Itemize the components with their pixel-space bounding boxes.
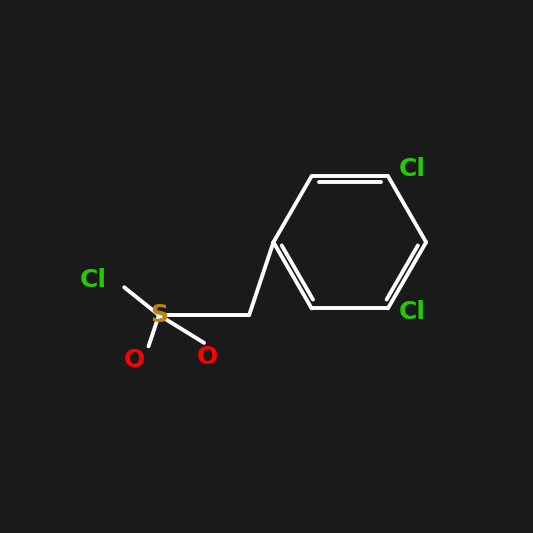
Text: Cl: Cl [398,300,425,324]
Text: O: O [197,345,218,369]
Text: O: O [124,348,146,372]
Text: S: S [150,303,168,327]
Text: Cl: Cl [80,269,107,293]
Text: Cl: Cl [398,157,425,181]
